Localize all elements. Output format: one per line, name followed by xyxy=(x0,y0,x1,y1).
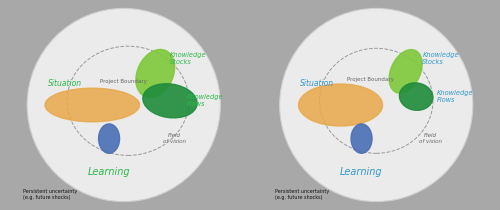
Text: Situation: Situation xyxy=(300,80,334,88)
Text: Project Boundary: Project Boundary xyxy=(100,79,147,84)
Ellipse shape xyxy=(143,84,197,118)
Text: Learning: Learning xyxy=(88,167,130,177)
Ellipse shape xyxy=(389,50,422,93)
Ellipse shape xyxy=(400,83,433,110)
Text: Situation: Situation xyxy=(48,80,82,88)
Ellipse shape xyxy=(351,124,372,153)
Text: Knowledge
Flows: Knowledge Flows xyxy=(437,90,474,103)
Text: Persistent uncertainty
(e.g. future shocks): Persistent uncertainty (e.g. future shoc… xyxy=(276,189,330,199)
Ellipse shape xyxy=(136,49,174,98)
Ellipse shape xyxy=(298,84,382,126)
Text: Field
of vision: Field of vision xyxy=(420,133,442,144)
Text: Knowledge
Stocks: Knowledge Stocks xyxy=(422,52,459,65)
Text: Project Boundary: Project Boundary xyxy=(346,77,394,82)
Text: Knowledge
Stocks: Knowledge Stocks xyxy=(170,52,206,65)
Text: Persistent uncertainty
(e.g. future shocks): Persistent uncertainty (e.g. future shoc… xyxy=(23,189,77,199)
Circle shape xyxy=(280,8,473,202)
Ellipse shape xyxy=(45,88,140,122)
Ellipse shape xyxy=(98,124,119,153)
Circle shape xyxy=(27,8,220,202)
Text: Learning: Learning xyxy=(340,167,383,177)
Text: Knowledge
Flows: Knowledge Flows xyxy=(187,94,224,107)
Text: Field
of vision: Field of vision xyxy=(162,133,186,144)
